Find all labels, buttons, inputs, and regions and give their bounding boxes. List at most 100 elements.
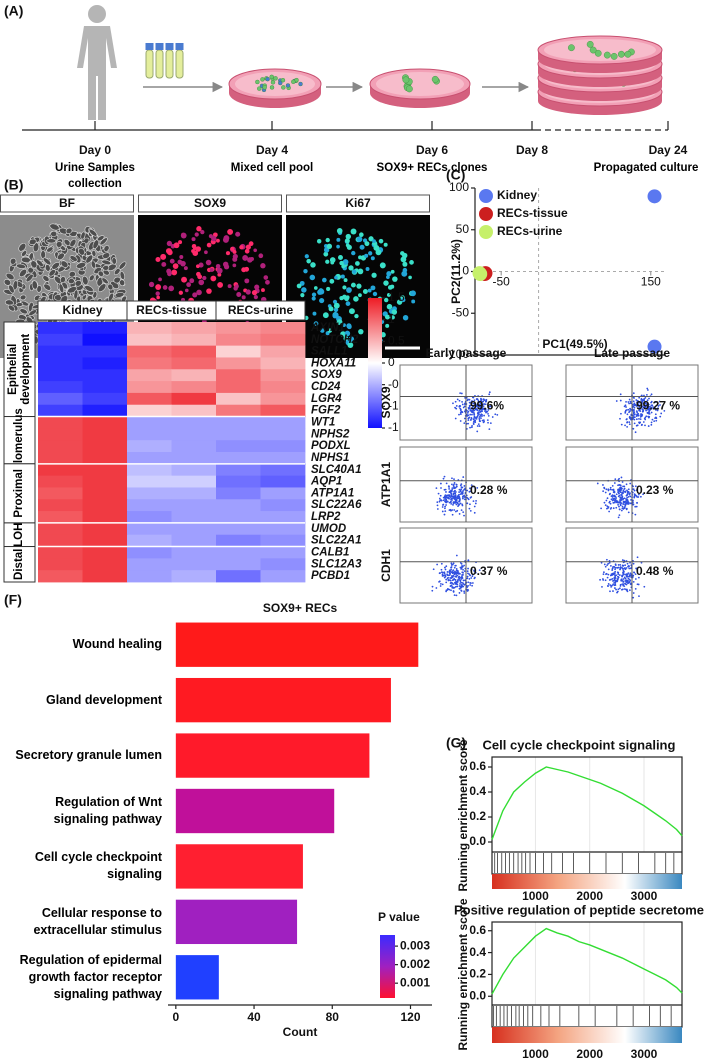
nucleus xyxy=(402,261,408,267)
nucleus xyxy=(342,259,349,265)
event-dot xyxy=(450,566,452,569)
event-dot xyxy=(613,495,616,498)
event-dot xyxy=(473,402,476,405)
event-dot xyxy=(618,574,621,576)
event-dot xyxy=(648,405,651,408)
gene-label: AXIN1 xyxy=(310,322,345,334)
event-dot xyxy=(468,398,471,401)
heat-cell xyxy=(82,345,128,358)
event-dot xyxy=(453,581,456,584)
heat-cell xyxy=(127,499,172,512)
cell-icon xyxy=(255,79,260,85)
point xyxy=(473,267,488,282)
nucleus xyxy=(348,336,355,342)
nucleus xyxy=(345,233,351,240)
event-dot xyxy=(488,391,491,394)
event-dot xyxy=(480,417,482,420)
event-dot xyxy=(629,495,632,498)
event-dot xyxy=(609,590,611,593)
event-dot xyxy=(439,482,442,485)
event-dot xyxy=(618,514,621,517)
event-dot xyxy=(614,568,616,571)
event-dot xyxy=(471,406,474,409)
day-label: Day 4 xyxy=(256,143,288,157)
event-dot xyxy=(445,491,447,493)
nucleus xyxy=(232,250,237,254)
event-dot xyxy=(468,507,471,510)
event-dot xyxy=(467,410,470,413)
cell xyxy=(31,280,38,290)
legend-marker xyxy=(479,225,493,239)
row-group-label-box: Proximal xyxy=(13,469,25,518)
cell xyxy=(102,269,110,276)
heat-cell xyxy=(216,428,261,441)
event-dot xyxy=(458,497,461,500)
event-dot xyxy=(478,409,481,412)
category-label-box: Regulation of Wnt signaling pathway xyxy=(54,795,162,826)
event-dot xyxy=(609,508,612,510)
cell xyxy=(69,238,77,248)
cell xyxy=(85,254,94,264)
heat-cell xyxy=(260,322,306,335)
event-dot xyxy=(438,497,441,500)
event-dot xyxy=(439,499,442,502)
event-dot xyxy=(466,411,469,414)
event-dot xyxy=(435,487,438,490)
day-caption-box: Propagated culture xyxy=(594,162,699,174)
event-dot xyxy=(483,414,485,417)
event-dot xyxy=(459,502,462,505)
tube xyxy=(145,49,154,79)
event-dot xyxy=(650,421,653,424)
heat-cell xyxy=(82,322,128,335)
tube-cap xyxy=(145,43,154,50)
event-dot xyxy=(625,499,628,502)
cell-icon xyxy=(402,76,410,84)
event-dot xyxy=(491,416,494,418)
heat-cell xyxy=(260,404,306,417)
event-dot xyxy=(478,403,481,406)
nucleus xyxy=(385,323,390,328)
event-dot xyxy=(647,425,650,427)
event-dot xyxy=(632,488,635,491)
gene-label: WT1 xyxy=(311,416,335,428)
event-dot xyxy=(612,583,614,586)
event-dot xyxy=(460,492,463,494)
heat-cell xyxy=(82,369,128,382)
heat-cell xyxy=(260,428,306,441)
event-dot xyxy=(632,414,634,417)
nucleus xyxy=(210,275,217,282)
nucleus xyxy=(386,275,390,279)
heat-cell xyxy=(38,357,83,370)
cell xyxy=(78,247,85,256)
event-dot xyxy=(639,415,642,418)
heat-cell xyxy=(82,570,128,583)
event-dot xyxy=(469,503,471,506)
event-dot xyxy=(473,505,476,508)
nucleus xyxy=(390,315,395,320)
heat-cell xyxy=(260,522,306,536)
heat-cell xyxy=(82,522,128,536)
nucleus xyxy=(386,293,391,297)
event-dot xyxy=(477,423,480,425)
legend-label: RECs-urine xyxy=(497,224,563,238)
event-dot xyxy=(436,504,439,507)
event-dot xyxy=(467,398,469,401)
event-dot xyxy=(645,415,648,418)
event-dot xyxy=(614,478,617,481)
nucleus xyxy=(325,237,330,243)
event-dot xyxy=(632,596,635,599)
ranked-list xyxy=(492,874,682,889)
event-dot xyxy=(658,400,661,403)
percentage: 99.6% xyxy=(470,399,504,413)
event-dot xyxy=(629,492,631,495)
event-dot xyxy=(450,562,453,565)
row-group-label-box: Epithelial development xyxy=(7,334,32,405)
row-group-box xyxy=(3,546,36,583)
x-tick-label: 0 xyxy=(172,1010,179,1024)
event-dot xyxy=(629,407,631,410)
gene-label: NOTCH2 xyxy=(311,334,359,346)
heat-cell xyxy=(260,440,306,453)
event-dot xyxy=(479,404,482,407)
event-dot xyxy=(454,491,457,493)
heat-cell xyxy=(216,499,261,512)
